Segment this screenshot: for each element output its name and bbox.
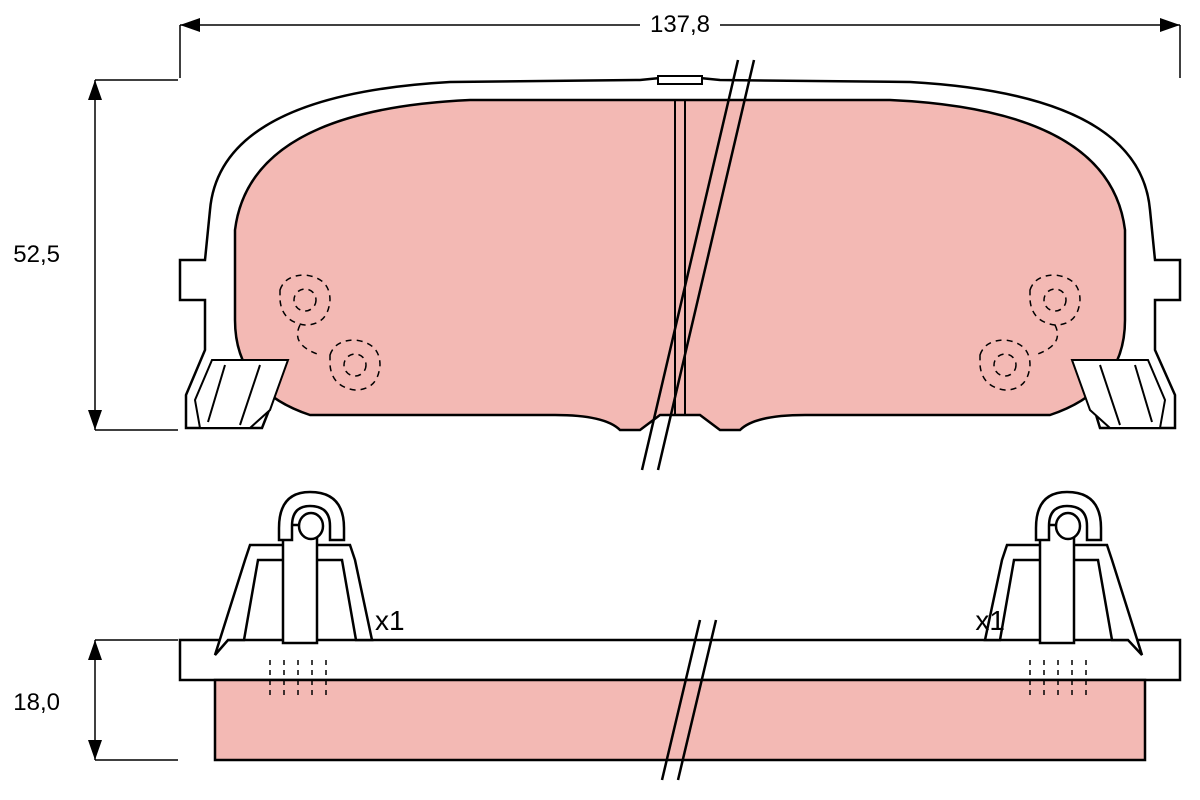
dimension-thickness: 18,0 <box>13 640 178 760</box>
dimension-height: 52,5 <box>13 80 178 430</box>
clip-left-qty: x1 <box>375 605 405 636</box>
top-view <box>180 60 1180 470</box>
side-view: x1 x1 <box>180 492 1180 780</box>
clip-right-qty: x1 <box>975 605 1005 636</box>
friction-material-side <box>215 680 1145 760</box>
dim-thickness-value: 18,0 <box>13 689 60 716</box>
dimension-width: 137,8 <box>180 8 1180 78</box>
brake-pad-drawing: 137,8 52,5 <box>0 0 1200 800</box>
dim-height-value: 52,5 <box>13 241 60 268</box>
dim-width-value: 137,8 <box>650 11 710 38</box>
